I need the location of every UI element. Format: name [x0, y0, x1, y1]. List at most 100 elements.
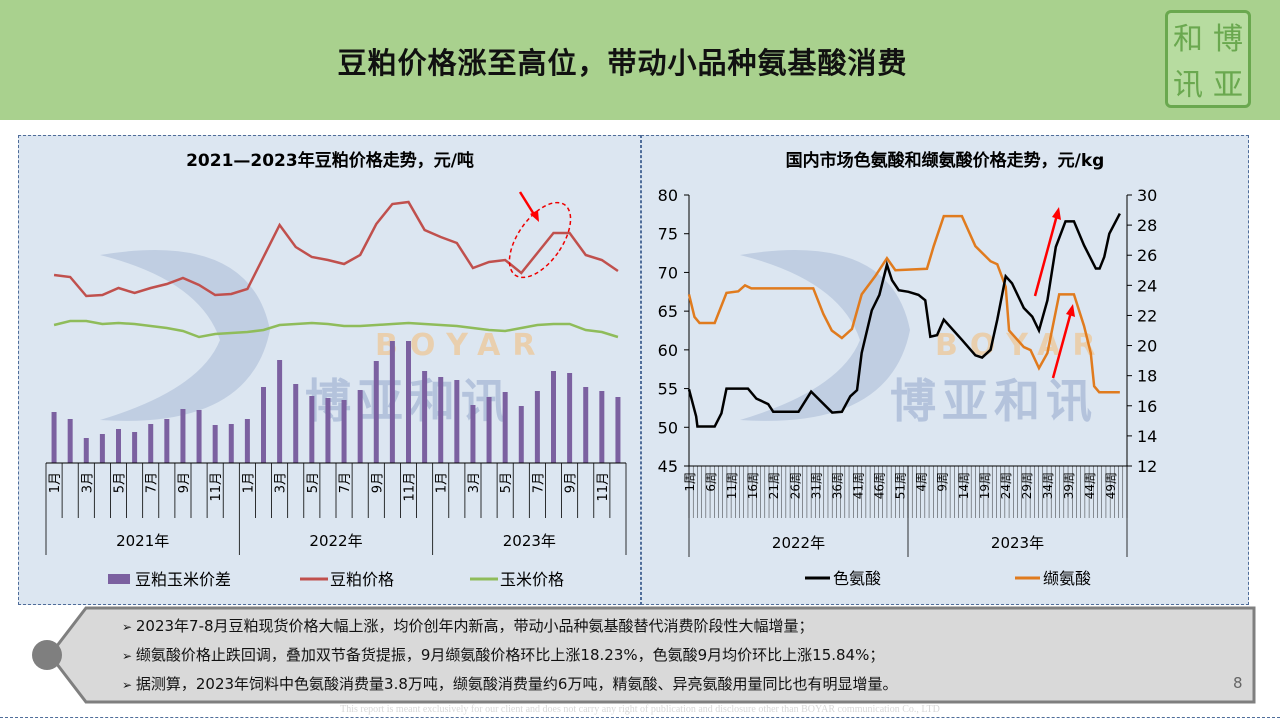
y-left-tick-label: 75	[658, 225, 678, 244]
bar-price-spread	[196, 410, 202, 463]
x-tick-label: 34周	[1041, 472, 1055, 499]
bar-price-spread	[67, 419, 73, 463]
x-tick-label: 6周	[704, 472, 718, 492]
bar-price-spread	[357, 390, 363, 463]
x-tick-label: 14周	[957, 472, 971, 499]
x-year-label: 2023年	[503, 532, 556, 550]
bar-price-spread	[406, 341, 411, 463]
y-right-tick-label: 30	[1137, 186, 1157, 205]
x-tick-label: 16周	[746, 472, 760, 499]
x-tick-label: 11周	[725, 472, 739, 499]
page-number: 8	[1233, 674, 1243, 692]
x-tick-label: 21周	[767, 472, 781, 499]
boyar-logo: 和 博 讯 亚	[1165, 10, 1251, 108]
bar-price-spread	[261, 387, 266, 463]
x-tick-label: 36周	[830, 472, 844, 499]
bar-price-spread	[148, 424, 154, 463]
x-tick-label: 5月	[499, 472, 514, 493]
bar-price-spread	[615, 397, 621, 463]
y-right-tick-label: 14	[1137, 427, 1157, 446]
bar-price-spread	[454, 380, 460, 463]
y-right-tick-label: 26	[1137, 246, 1157, 265]
x-year-label: 2022年	[309, 532, 362, 550]
legend-label: 豆粕价格	[330, 570, 394, 589]
watermark-bird-icon	[100, 250, 270, 421]
red-arrow-head-icon	[1052, 207, 1061, 220]
line-corn-price	[53, 319, 619, 339]
bar-price-spread	[389, 341, 395, 463]
x-tick-label: 3月	[80, 472, 95, 493]
y-left-tick-label: 60	[658, 341, 678, 360]
bar-price-spread	[293, 384, 299, 463]
bar-price-spread	[534, 391, 540, 463]
x-tick-label: 7月	[145, 472, 160, 493]
x-tick-label: 24周	[999, 472, 1013, 499]
x-tick-label: 1月	[435, 472, 450, 493]
logo-char: 讯	[1173, 68, 1203, 103]
highlight-ellipse	[508, 201, 572, 279]
y-left-tick-label: 45	[658, 457, 678, 476]
bullet-item: 据测算，2023年饲料中色氨酸消费量3.8万吨，缬氨酸消费量约6万吨，精氨酸、异…	[122, 670, 898, 699]
bar-price-spread	[212, 425, 218, 463]
x-tick-label: 19周	[978, 472, 992, 499]
x-tick-label: 3月	[274, 472, 289, 493]
watermark-latin: BOYAR	[375, 328, 547, 363]
bar-price-spread	[116, 429, 121, 463]
logo-char: 博	[1213, 22, 1243, 57]
x-tick-label: 11月	[403, 472, 418, 502]
x-tick-label: 11月	[596, 472, 611, 502]
bar-price-spread	[309, 396, 315, 463]
y-right-tick-label: 22	[1137, 306, 1157, 325]
bar-price-spread	[551, 371, 556, 463]
x-tick-label: 49周	[1104, 472, 1118, 499]
line-tryptophan-price	[687, 213, 1121, 428]
logo-char: 和	[1173, 22, 1203, 57]
y-right-tick-label: 12	[1137, 457, 1157, 476]
line-valine-price	[687, 214, 1120, 394]
bar-price-spread	[567, 373, 573, 463]
y-right-tick-label: 18	[1137, 367, 1157, 386]
x-year-label: 2023年	[991, 534, 1044, 552]
legend-label: 豆粕玉米价差	[135, 570, 231, 589]
x-tick-label: 41周	[851, 472, 865, 499]
bar-price-spread	[51, 412, 57, 463]
x-tick-label: 29周	[1020, 472, 1034, 499]
chart-title: 国内市场色氨酸和缬氨酸价格走势，元/kg	[786, 150, 1105, 171]
red-arrow-icon	[518, 191, 537, 217]
bar-price-spread	[518, 406, 524, 463]
y-left-tick-label: 55	[658, 380, 678, 399]
x-tick-label: 46周	[873, 472, 887, 499]
bar-price-spread	[164, 419, 170, 463]
x-tick-label: 7月	[531, 472, 546, 493]
bar-price-spread	[599, 391, 605, 463]
footer-disclaimer: This report is meant exclusively for our…	[0, 704, 1280, 718]
y-right-tick-label: 28	[1137, 216, 1157, 235]
x-tick-label: 9月	[370, 472, 385, 493]
x-tick-label: 9月	[564, 472, 579, 493]
legend-label: 缬氨酸	[1043, 569, 1091, 588]
page-title: 豆粕价格涨至高位，带动小品种氨基酸消费	[337, 46, 908, 80]
bar-price-spread	[228, 424, 234, 463]
x-tick-label: 11月	[209, 472, 224, 502]
watermark-bird-icon	[740, 250, 910, 421]
x-tick-label: 39周	[1062, 472, 1076, 499]
y-right-tick-label: 24	[1137, 276, 1157, 295]
legend-swatch	[108, 574, 130, 584]
x-tick-label: 51周	[894, 472, 908, 499]
legend-label: 色氨酸	[833, 569, 881, 588]
x-tick-label: 5月	[306, 472, 321, 493]
x-year-label: 2022年	[772, 534, 825, 552]
bar-price-spread	[470, 405, 476, 463]
y-left-tick-label: 50	[658, 418, 678, 437]
red-arrow-icon	[1051, 311, 1073, 379]
y-right-tick-label: 16	[1137, 397, 1157, 416]
chart-title: 2021—2023年豆粕价格走势，元/吨	[186, 150, 474, 171]
summary-bullets: 2023年7-8月豆粕现货价格大幅上涨，均价创年内新高，带动小品种氨基酸替代消费…	[122, 612, 898, 699]
bar-price-spread	[438, 377, 444, 463]
red-arrow-head-icon	[530, 210, 539, 222]
bar-price-spread	[244, 419, 250, 463]
red-arrow-icon	[1033, 214, 1059, 297]
x-tick-label: 9月	[177, 472, 192, 493]
x-tick-label: 9周	[936, 472, 950, 492]
